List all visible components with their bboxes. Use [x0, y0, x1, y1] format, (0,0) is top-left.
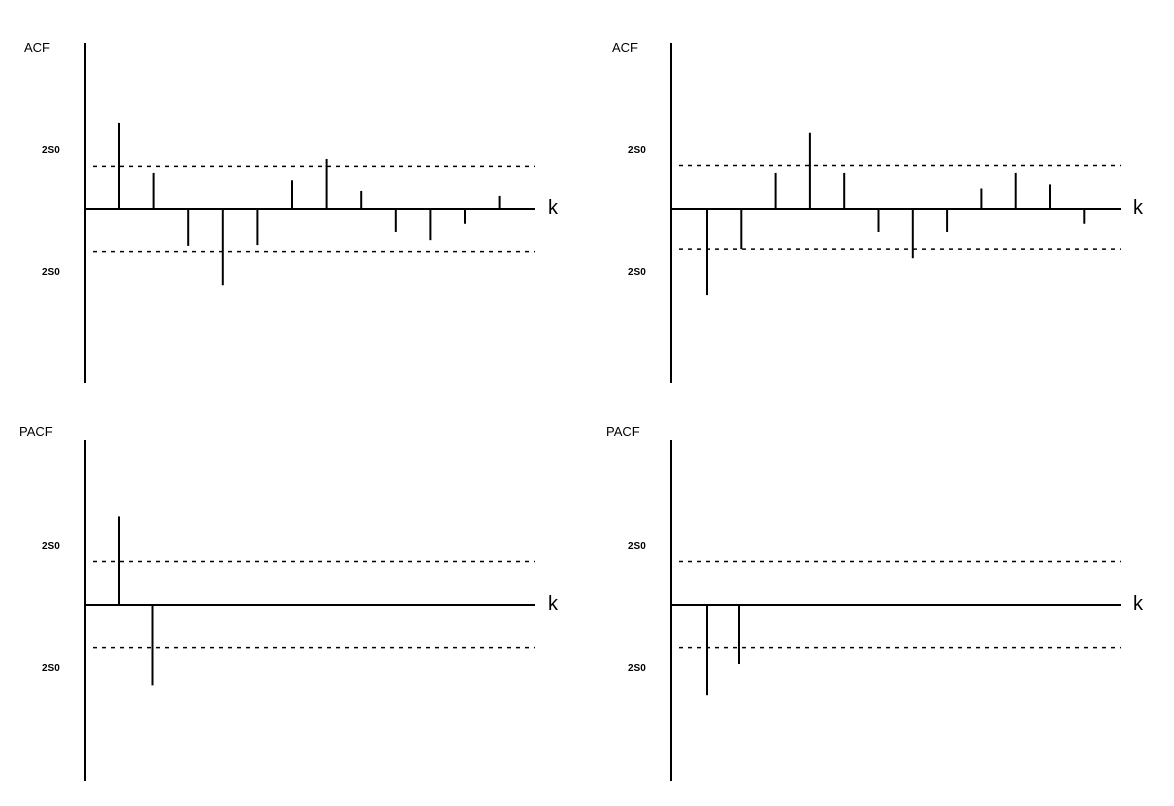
panel-2: ACF 2S0 2S0 k	[612, 40, 1144, 383]
upper-band-label: 2S0	[628, 541, 646, 552]
y-axis-label: ACF	[612, 40, 638, 55]
panel-3: PACF 2S0 2S0 k	[19, 424, 559, 781]
x-axis-label: k	[548, 593, 559, 615]
x-axis-label: k	[548, 197, 559, 219]
y-axis-label: PACF	[19, 424, 53, 439]
x-axis-label: k	[1133, 593, 1144, 615]
panel-4: PACF 2S0 2S0 k	[606, 424, 1144, 781]
lower-band-label: 2S0	[628, 663, 646, 674]
upper-band-label: 2S0	[628, 145, 646, 156]
lower-band-label: 2S0	[42, 663, 60, 674]
lower-band-label: 2S0	[42, 267, 60, 278]
x-axis-label: k	[1133, 197, 1144, 219]
upper-band-label: 2S0	[42, 145, 60, 156]
upper-band-label: 2S0	[42, 541, 60, 552]
lower-band-label: 2S0	[628, 267, 646, 278]
panel-1: ACF 2S0 2S0 k	[24, 40, 559, 383]
y-axis-label: PACF	[606, 424, 640, 439]
y-axis-label: ACF	[24, 40, 50, 55]
